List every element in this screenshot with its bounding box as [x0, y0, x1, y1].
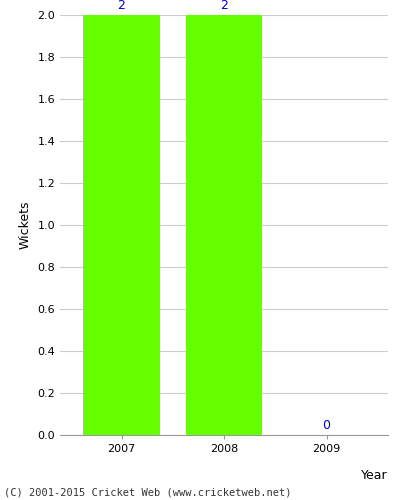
Y-axis label: Wickets: Wickets [19, 200, 32, 249]
Text: (C) 2001-2015 Cricket Web (www.cricketweb.net): (C) 2001-2015 Cricket Web (www.cricketwe… [4, 488, 292, 498]
Text: 2: 2 [220, 0, 228, 12]
Text: Year: Year [361, 468, 388, 481]
Bar [186, 15, 262, 435]
Bar [83, 15, 160, 435]
Text: 0: 0 [322, 419, 330, 432]
Text: 2: 2 [118, 0, 126, 12]
